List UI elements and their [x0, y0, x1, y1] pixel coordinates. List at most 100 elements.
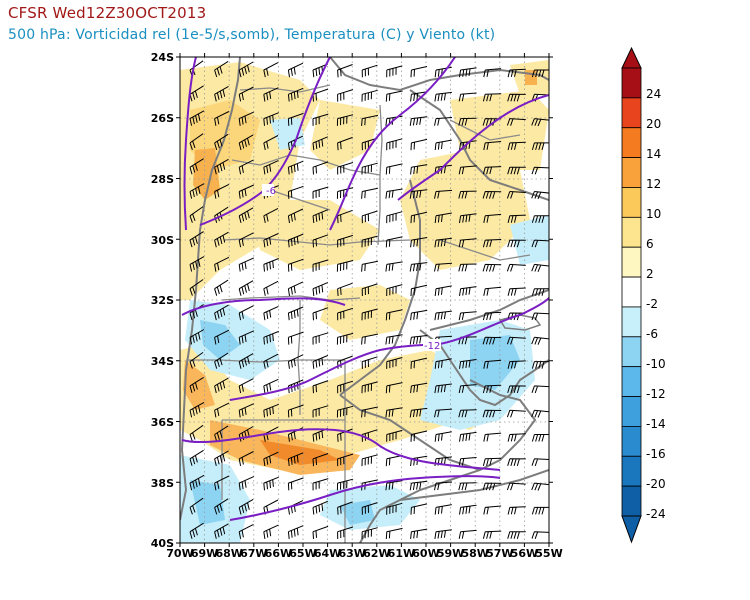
wind-barb: [337, 162, 354, 175]
lon-label: 66W: [265, 547, 292, 560]
wind-barb: [361, 162, 378, 175]
wind-barb: [434, 504, 452, 515]
wind-barb: [238, 61, 254, 78]
wind-barb: [312, 332, 329, 345]
wind-barb: [385, 309, 403, 321]
wind-barb: [361, 137, 378, 151]
wind-barb: [531, 166, 549, 175]
wind-barb: [531, 118, 549, 127]
wind-barb: [385, 163, 403, 175]
wind-barb: [361, 89, 378, 102]
wind-barb: [214, 111, 230, 126]
wind-barb: [410, 138, 428, 151]
wind-barb: [483, 432, 502, 442]
colorbar-box: [621, 157, 642, 188]
wind-barb: [337, 453, 354, 467]
wind-barb: [263, 160, 279, 175]
colorbar-label: -2: [646, 297, 658, 311]
wind-barb: [361, 381, 378, 394]
wind-barb: [385, 115, 403, 126]
wind-barb: [386, 211, 403, 224]
wind-barb: [434, 91, 452, 102]
wind-barb: [531, 288, 549, 296]
map-field: [180, 57, 549, 543]
wind-barb: [458, 263, 477, 272]
wind-barb: [458, 384, 477, 394]
colorbar-label: -14: [646, 417, 666, 431]
wind-barb: [507, 458, 526, 467]
wind-barb: [385, 334, 403, 345]
lon-label: 57W: [486, 547, 513, 560]
wind-barb: [189, 522, 204, 539]
wind-barb: [336, 260, 354, 272]
wind-barb: [482, 530, 502, 539]
wind-barb: [312, 405, 329, 418]
wind-barb: [458, 117, 477, 126]
wind-barb: [337, 526, 354, 540]
wind-barb: [482, 409, 502, 418]
wind-barb: [214, 329, 230, 345]
wind-barb: [263, 112, 279, 126]
wind-barbs: [189, 60, 549, 540]
lon-label: 55W: [535, 547, 562, 560]
lon-label: 58W: [461, 547, 488, 560]
wind-barb: [459, 504, 477, 515]
wind-barb: [386, 138, 403, 151]
wind-barb: [312, 282, 328, 296]
chart-subtitle: 500 hPa: Vorticidad rel (1e-5/s,somb), T…: [8, 27, 496, 43]
colorbar-label: -12: [646, 387, 666, 401]
wind-barb: [238, 232, 254, 248]
wind-barb: [189, 279, 204, 296]
wind-barb: [409, 335, 428, 345]
wind-barb: [263, 135, 279, 151]
wind-barb: [312, 259, 329, 272]
wind-barb: [214, 85, 229, 102]
wind-barb: [434, 262, 453, 272]
wind-barb: [287, 379, 304, 394]
wind-barb: [238, 451, 254, 466]
wind-barb: [287, 160, 304, 175]
lon-label: 69W: [191, 547, 218, 560]
wind-barb: [434, 189, 453, 199]
wind-barb: [238, 280, 254, 296]
wind-barb: [214, 183, 230, 199]
colorbar-bottom-arrow: [621, 515, 642, 544]
wind-barb: [458, 482, 477, 491]
wind-barb: [287, 87, 304, 102]
wind-barb: [410, 237, 428, 248]
colorbar-label: -24: [646, 507, 666, 521]
wind-barb: [531, 409, 549, 418]
wind-barb: [531, 215, 549, 223]
wind-barb: [506, 263, 526, 272]
wind-barb: [361, 283, 378, 297]
wind-barb: [312, 380, 329, 394]
wind-barb: [263, 330, 279, 345]
contour-label-bg: [262, 184, 274, 196]
wind-barb: [214, 352, 229, 369]
wind-barb: [287, 500, 304, 515]
wind-barb: [189, 401, 205, 418]
wind-barb: [434, 431, 452, 442]
lon-label: 63W: [338, 547, 365, 560]
wind-barb: [336, 114, 354, 126]
wind-barb: [434, 481, 453, 491]
wind-barb: [361, 356, 378, 369]
wind-barb: [238, 134, 254, 151]
wind-barb: [189, 133, 204, 150]
colorbar-label: -20: [646, 477, 666, 491]
wind-barb: [287, 354, 304, 369]
wind-barb: [263, 87, 279, 102]
wind-barb: [434, 139, 452, 151]
wind-barb: [189, 376, 204, 394]
wind-barb: [482, 263, 502, 272]
wind-barb: [410, 66, 428, 78]
wind-barb: [410, 528, 428, 539]
wind-barb: [214, 523, 229, 539]
wind-barb: [482, 482, 502, 491]
wind-barb: [531, 482, 549, 491]
colorbar-box: [621, 455, 642, 487]
wind-barb: [263, 403, 279, 418]
wind-barb: [482, 311, 502, 321]
positive-shading: [180, 60, 549, 475]
wind-barb: [214, 425, 229, 442]
